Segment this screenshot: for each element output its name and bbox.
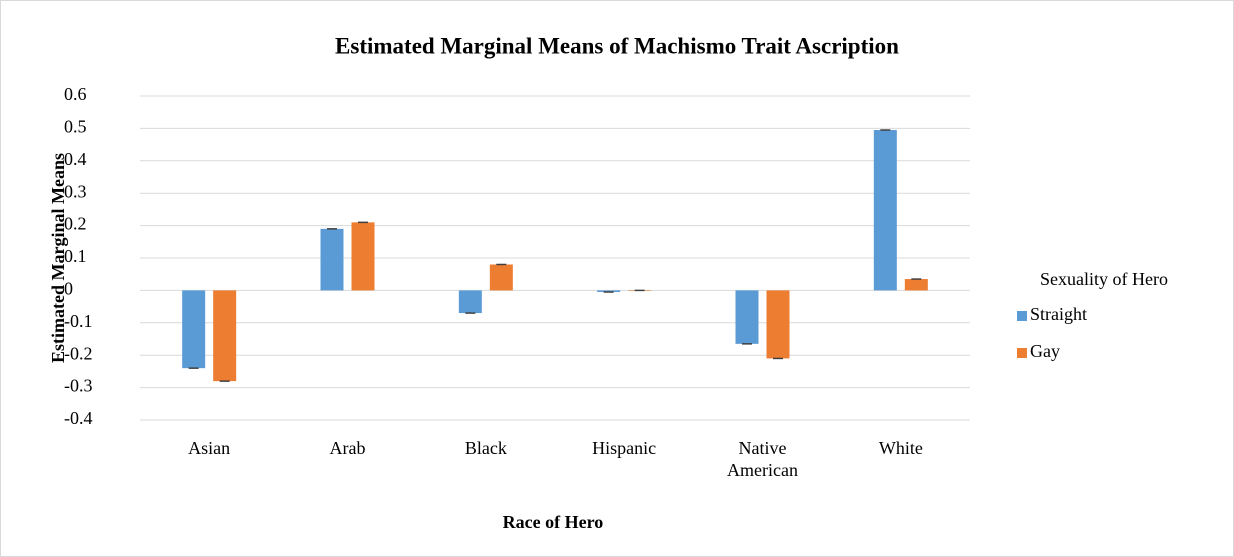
- chart-title: Estimated Marginal Means of Machismo Tra…: [335, 33, 899, 58]
- bar: [597, 290, 621, 293]
- bar: [904, 279, 928, 291]
- bar: [458, 290, 482, 314]
- y-tick-label: 0.3: [64, 181, 87, 201]
- legend-swatch: [1017, 311, 1027, 321]
- x-tick-label: Black: [464, 438, 507, 458]
- x-tick-label: Hispanic: [592, 438, 657, 458]
- y-tick-label: 0.6: [64, 84, 87, 104]
- x-tick-label: Arab: [329, 438, 366, 458]
- legend-swatch: [1017, 348, 1027, 358]
- y-tick-label: 0.4: [64, 149, 87, 169]
- y-tick-label: 0.5: [64, 117, 87, 137]
- bar: [873, 130, 897, 291]
- legend-title: Sexuality of Hero: [1040, 269, 1168, 289]
- y-tick-label: 0: [64, 279, 73, 299]
- x-tick-label: White: [878, 438, 923, 458]
- legend-label: Gay: [1030, 341, 1060, 361]
- y-tick-label: 0.1: [64, 246, 87, 266]
- bar: [182, 290, 206, 369]
- bar: [213, 290, 237, 382]
- y-tick-label: -0.2: [64, 343, 93, 363]
- x-axis-title: Race of Hero: [503, 512, 604, 532]
- y-tick-label: 0.2: [64, 214, 87, 234]
- bar: [320, 228, 344, 291]
- x-tick-label: Asian: [188, 438, 231, 458]
- bar: [351, 222, 375, 291]
- bar: [766, 290, 790, 359]
- bar: [489, 264, 513, 291]
- bar: [735, 290, 759, 344]
- y-tick-label: -0.1: [64, 311, 93, 331]
- y-tick-label: -0.4: [64, 408, 93, 428]
- legend-label: Straight: [1030, 304, 1087, 324]
- y-tick-label: -0.3: [64, 376, 93, 396]
- y-axis-title: Estimated Marginal Means: [48, 153, 68, 363]
- x-tick-label: Native American: [727, 438, 798, 480]
